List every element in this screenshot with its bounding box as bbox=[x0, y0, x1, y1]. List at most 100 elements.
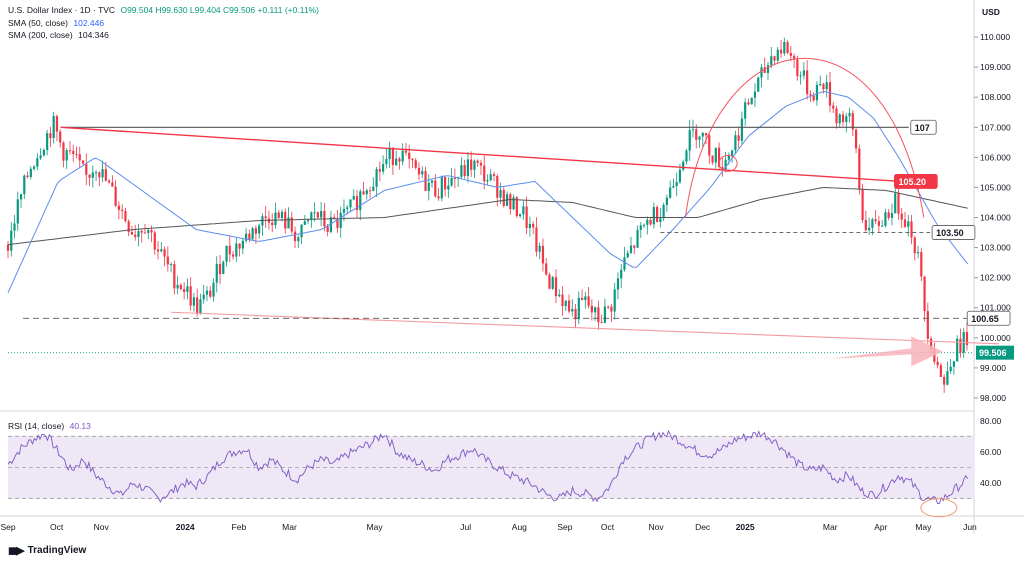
candle-body bbox=[610, 306, 613, 312]
candle-body bbox=[594, 307, 597, 313]
time-tick-label: Nov bbox=[94, 522, 110, 532]
rsi-legend[interactable]: RSI (14, close) 40.13 bbox=[8, 421, 91, 432]
candle-body bbox=[753, 91, 757, 98]
candle-body bbox=[192, 297, 196, 306]
candle-body bbox=[88, 174, 91, 178]
time-tick-label: May bbox=[915, 522, 932, 532]
candle-body bbox=[104, 169, 107, 181]
candle-body bbox=[757, 77, 760, 92]
candle-body bbox=[362, 191, 365, 195]
candle-body bbox=[303, 221, 306, 225]
candle-body bbox=[698, 136, 701, 140]
candle-body bbox=[395, 158, 398, 166]
candle-body bbox=[81, 160, 85, 164]
symbol-legend[interactable]: U.S. Dollar Index · 1D · TVC O99.504 H99… bbox=[8, 5, 319, 16]
candle-body bbox=[297, 237, 300, 242]
candle-body bbox=[23, 175, 26, 195]
candle-body bbox=[199, 299, 202, 314]
candle-body bbox=[189, 286, 192, 306]
rsi-line bbox=[7, 429, 969, 505]
candle-body bbox=[786, 42, 789, 53]
candle-body bbox=[411, 158, 414, 161]
price-tick-label: 101.000 bbox=[980, 303, 1011, 313]
candle-body bbox=[346, 207, 349, 209]
candle-body bbox=[662, 205, 665, 219]
price-axis[interactable]: 110.000 109.000 108.000 107.000 106.000 105.0… bbox=[974, 32, 1014, 488]
candle-body bbox=[450, 177, 453, 186]
label-103-50-box bbox=[931, 225, 976, 240]
candle-body bbox=[509, 194, 512, 210]
candle-body bbox=[512, 197, 515, 210]
candle-body bbox=[828, 82, 832, 106]
candle-body bbox=[427, 182, 430, 191]
candle-body bbox=[952, 361, 956, 367]
candle-body bbox=[134, 234, 137, 238]
label-105-20-box bbox=[894, 174, 938, 189]
candle-body bbox=[68, 150, 72, 152]
candle-body bbox=[101, 169, 104, 178]
candle-body bbox=[933, 349, 936, 362]
candle-body bbox=[685, 150, 688, 162]
candle-body bbox=[349, 199, 352, 208]
candle-body bbox=[812, 95, 815, 101]
candle-body bbox=[864, 220, 867, 231]
time-tick-label: May bbox=[367, 522, 384, 532]
price-tick-label: 102.000 bbox=[980, 273, 1011, 283]
candle-body bbox=[528, 223, 531, 229]
candle-body bbox=[16, 199, 19, 224]
candle-body bbox=[339, 212, 342, 228]
arrow-icon bbox=[829, 336, 943, 367]
price-tick-label: 107.000 bbox=[980, 122, 1011, 132]
candle-body bbox=[841, 114, 845, 123]
time-tick-label: Dec bbox=[695, 522, 711, 532]
candle-body bbox=[923, 276, 926, 312]
candle-body bbox=[430, 180, 434, 183]
candle-body bbox=[669, 187, 672, 198]
candle-body bbox=[49, 133, 52, 139]
candle-body bbox=[293, 231, 297, 242]
candle-body bbox=[910, 221, 913, 238]
candle-body bbox=[320, 211, 323, 218]
candle-body bbox=[108, 180, 111, 183]
candle-body bbox=[466, 159, 470, 177]
sma50-legend[interactable]: SMA (50, close) 102.446 bbox=[8, 18, 104, 29]
candle-body bbox=[737, 135, 740, 141]
candle-body bbox=[212, 282, 215, 297]
candle-body bbox=[959, 338, 962, 353]
tradingview-brand[interactable]: ◼▶ TradingView bbox=[8, 544, 86, 557]
candle-body bbox=[851, 113, 854, 130]
price-tick-label: 100.000 bbox=[980, 333, 1011, 343]
candle-body bbox=[678, 169, 682, 182]
candle-body bbox=[290, 217, 293, 232]
lower-trendline bbox=[171, 311, 1000, 345]
candle-body bbox=[372, 186, 375, 191]
time-axis[interactable]: Sep Oct Nov 2024 Feb Mar May Jul Aug Sep Oct Nov Dec… bbox=[0, 522, 977, 532]
candle-body bbox=[492, 174, 496, 177]
candle-body bbox=[600, 322, 603, 324]
candle-body bbox=[584, 296, 587, 301]
sma200-legend[interactable]: SMA (200, close) 104.346 bbox=[8, 30, 109, 41]
sma200-label: SMA (200, close) bbox=[8, 30, 73, 40]
candle-body bbox=[342, 208, 346, 213]
candle-body bbox=[150, 230, 153, 233]
candle-body bbox=[160, 249, 163, 252]
candle-body bbox=[695, 129, 698, 140]
candle-body bbox=[470, 159, 473, 170]
candle-body bbox=[727, 155, 730, 160]
label-107: 107 bbox=[915, 123, 930, 133]
candle-body bbox=[258, 225, 261, 234]
candle-body bbox=[734, 135, 737, 151]
candle-body bbox=[163, 249, 166, 257]
candle-body bbox=[701, 132, 704, 137]
candle-body bbox=[502, 190, 505, 206]
candle-body bbox=[499, 190, 502, 198]
candle-body bbox=[675, 181, 678, 187]
candle-body bbox=[378, 169, 381, 172]
price-tick-label: 110.000 bbox=[980, 32, 1010, 42]
candle-body bbox=[382, 164, 385, 172]
candle-body bbox=[130, 232, 134, 235]
candle-body bbox=[776, 49, 779, 61]
candle-body bbox=[368, 190, 372, 192]
candle-body bbox=[39, 155, 42, 159]
